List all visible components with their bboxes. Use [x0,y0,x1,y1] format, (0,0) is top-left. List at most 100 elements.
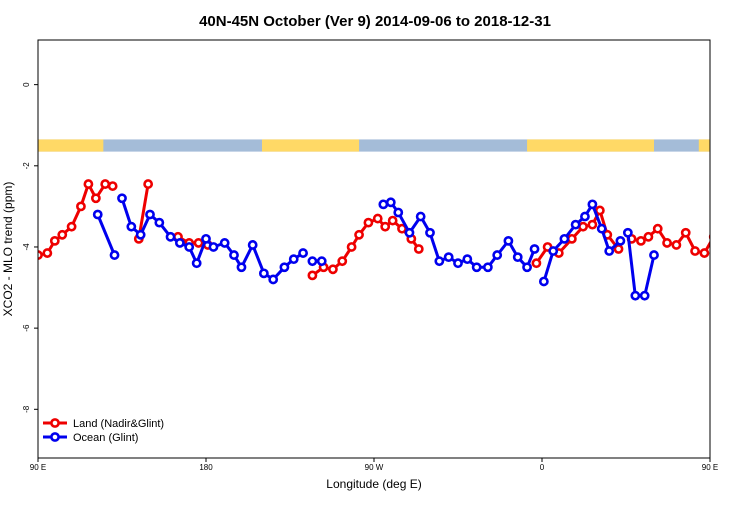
ocean-point [529,244,540,254]
legend-item-ocean: Ocean (Glint) [43,432,138,444]
y-tick-label: 0 [22,82,31,87]
land-point [680,227,691,238]
ocean-point [615,235,626,246]
ocean-point [165,231,176,242]
strip-land [262,139,360,152]
ocean-point [288,254,299,265]
legend-label: Ocean (Glint) [73,432,138,444]
ocean-point [307,256,318,267]
ocean-point [145,209,155,220]
land-point [594,205,605,216]
land-point [731,249,738,256]
ocean-point [92,209,103,220]
ocean-point [258,268,269,279]
ocean-point [492,250,503,260]
ocean-point [174,238,185,248]
ocean-point [622,227,633,238]
ocean-point [649,250,659,260]
land-point [76,201,86,212]
ocean-point [580,211,590,222]
land-point [662,238,672,248]
land-point [100,179,111,189]
y-tick-label: -8 [22,405,31,413]
land-point [346,242,357,252]
land-point [307,270,318,281]
ocean-point [443,252,454,263]
ocean-point [471,262,482,273]
ocean-point [219,238,230,248]
land-point [90,193,101,204]
land-point [107,181,118,191]
y-tick-label: -2 [22,162,31,170]
land-point [143,179,154,189]
land-point [66,221,77,232]
land-point [671,240,682,250]
ocean-point [229,250,239,260]
ocean-point [570,219,581,230]
ocean-point [208,242,219,252]
legend-marker [50,432,60,442]
ocean-point [184,242,195,252]
ocean-point [385,197,396,208]
legend-label: Land (Nadir&Glint) [73,418,164,430]
ocean-point [378,199,389,210]
surface-strip [38,139,710,152]
land-point [636,235,646,246]
land-point [708,233,710,240]
y-axis-label: XCO2 - MLO trend (ppm) [1,182,15,317]
land-point [372,213,383,224]
ocean-point [559,233,570,244]
land-point [413,244,424,254]
ocean-point [316,256,327,267]
legend: Land (Nadir&Glint) Ocean (Glint) [43,418,164,444]
ocean-point [482,262,493,273]
ocean-point [393,207,404,218]
chart-title: 40N-45N October (Ver 9) 2014-09-06 to 20… [199,13,551,30]
ocean-point [279,262,290,273]
strip-land [38,139,104,152]
land-point [643,231,654,242]
legend-item-land: Land (Nadir&Glint) [43,418,164,430]
land-series-line [137,183,150,240]
land-point [354,229,364,240]
land-point [387,215,398,226]
land-series-line [38,182,114,257]
ocean-point [630,290,641,301]
y-tick-label: -4 [22,243,31,251]
ocean-point [453,258,463,269]
x-tick-label: 180 [199,463,213,472]
ocean-point [236,262,247,273]
ocean-point [639,290,650,301]
land-point [193,238,204,248]
land-point [531,258,542,269]
x-tick-label: 90 E [30,463,46,472]
x-tick-label: 90 E [702,463,718,472]
land-point [380,221,391,232]
ocean-point [109,250,120,260]
x-tick-label: 0 [540,463,545,472]
strip-land [527,139,654,152]
series-layer [38,179,738,301]
ocean-point [126,221,137,232]
ocean-point [247,240,258,250]
ocean-point [587,199,598,210]
land-point [578,221,588,232]
ocean-point [135,229,146,240]
ocean-point [425,227,435,238]
strip-land [698,139,710,152]
ocean-point [596,223,607,234]
ocean-point [548,246,559,256]
ocean-point [522,262,532,273]
x-tick-label: 90 W [365,463,384,472]
land-series-line [631,227,710,255]
land-point [337,256,348,267]
ocean-point [538,276,549,287]
ocean-point [503,235,514,246]
ocean-point [154,217,165,228]
land-point [690,246,700,256]
land-point [566,233,577,244]
ocean-point [415,211,426,222]
land-point [587,219,598,230]
